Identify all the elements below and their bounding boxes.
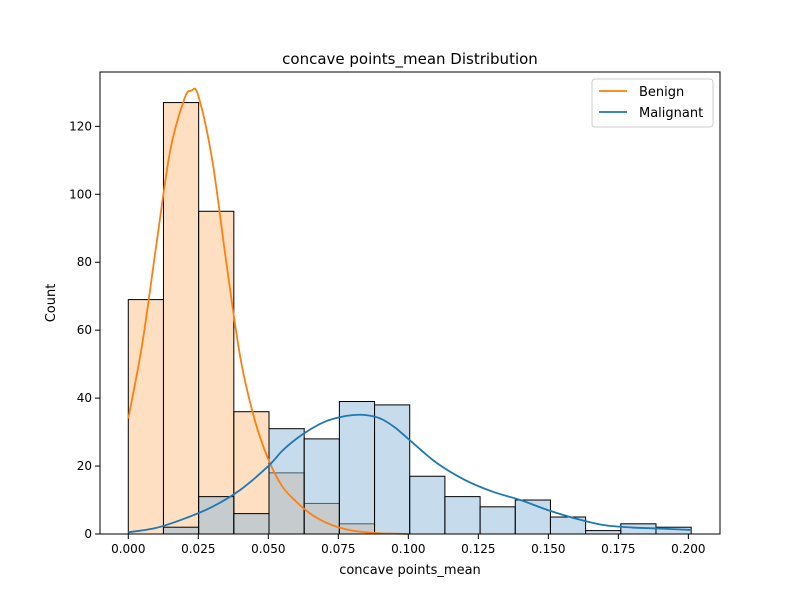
x-axis-label: concave points_mean (339, 563, 481, 578)
y-tick-label: 60 (77, 323, 92, 337)
x-tick-label: 0.150 (531, 542, 565, 556)
bar-benign-1 (162, 102, 200, 535)
bar-malignant-9 (444, 496, 481, 535)
bar-malignant-3 (233, 513, 270, 535)
y-tick-label: 100 (69, 187, 92, 201)
x-tick-label: 0.100 (391, 542, 425, 556)
bar-malignant-10 (479, 506, 516, 535)
bar-benign-0 (127, 299, 164, 535)
bar-malignant-2 (198, 496, 235, 535)
bar-malignant-6 (338, 401, 376, 535)
x-tick-label: 0.025 (181, 542, 215, 556)
kde-curves (127, 87, 692, 535)
bar-malignant-1 (162, 526, 200, 535)
x-axis-ticks: 0.000 0.025 0.050 0.075 0.100 0.125 0.150 0.175… (111, 534, 706, 556)
x-tick-label: 0.125 (461, 542, 495, 556)
bar-malignant-8 (409, 475, 446, 535)
x-tick-label: 0.050 (251, 542, 285, 556)
bar-benign-2 (198, 210, 235, 535)
legend-label-malignant: Malignant (639, 106, 703, 121)
x-tick-label: 0.000 (111, 542, 145, 556)
y-axis-label: Count (44, 284, 59, 323)
kde-line-benign (127, 87, 409, 535)
y-tick-label: 20 (77, 459, 92, 473)
x-tick-label: 0.075 (321, 542, 355, 556)
chart-title: concave points_mean Distribution (282, 50, 538, 69)
y-axis-ticks: 0 20 40 60 80 100 120 (69, 119, 100, 541)
x-tick-label: 0.200 (671, 542, 705, 556)
legend-label-benign: Benign (639, 85, 684, 100)
kde-line-malignant (128, 413, 692, 534)
y-tick-label: 40 (77, 391, 92, 405)
bar-malignant-13 (585, 530, 622, 535)
y-tick-label: 0 (84, 527, 92, 541)
y-tick-label: 80 (77, 255, 92, 269)
legend: Benign Malignant (591, 78, 714, 128)
x-tick-label: 0.175 (601, 542, 635, 556)
bar-malignant-4 (268, 428, 305, 535)
bar-malignant-7 (374, 404, 411, 535)
plot-frame (99, 71, 721, 535)
y-tick-label: 120 (69, 119, 92, 133)
